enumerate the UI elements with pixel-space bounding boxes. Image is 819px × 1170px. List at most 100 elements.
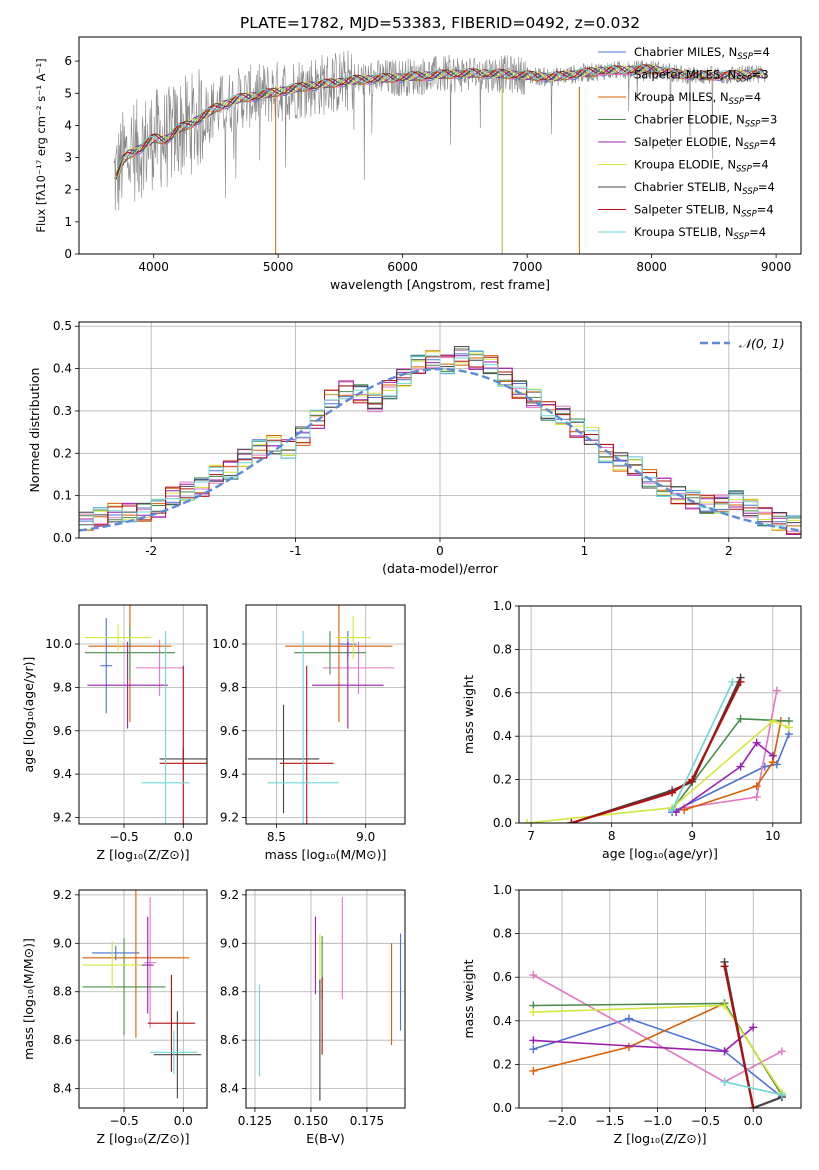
- x-axis-label: Z [log₁₀(Z/Z⊙)]: [97, 1131, 190, 1146]
- plot-area: [519, 606, 801, 823]
- plot-area: [79, 890, 207, 1108]
- legend-label: Kroupa ELODIE, NSSP=4: [634, 158, 769, 175]
- x-tick-label: 9: [688, 829, 696, 843]
- x-tick-label: 4000: [138, 260, 169, 274]
- y-tick-label: 0.1: [53, 489, 72, 503]
- x-axis-label: age [log₁₀(age/yr)]: [602, 846, 718, 861]
- legend-label-sub: SSP: [729, 97, 745, 107]
- series-marker-4: [749, 1023, 758, 1032]
- y-tick-label: 9.8: [220, 680, 239, 694]
- series-marker-0: [624, 1014, 633, 1023]
- x-tick-label: 0: [436, 544, 444, 558]
- x-axis-label: (data-model)/error: [382, 561, 499, 576]
- y-tick-label: 9.8: [53, 680, 72, 694]
- legend-label: Kroupa STELIB, NSSP=4: [634, 225, 766, 242]
- y-tick-label: 0.0: [53, 531, 72, 545]
- y-tick-label: 0.2: [53, 446, 72, 460]
- plot-area: [79, 322, 801, 538]
- model-spectrum-1: [115, 66, 764, 177]
- y-tick-label: 9.0: [220, 936, 239, 950]
- series-marker-0: [529, 1045, 538, 1054]
- series-marker-4: [720, 1047, 729, 1056]
- y-tick-label: 0.0: [493, 1101, 512, 1115]
- y-tick-label: 9.4: [53, 767, 72, 781]
- y-tick-label: 9.2: [53, 888, 72, 902]
- plot-area: [519, 890, 801, 1108]
- figure-title: PLATE=1782, MJD=53383, FIBERID=0492, z=0…: [240, 14, 640, 32]
- series-marker-1: [777, 1047, 786, 1056]
- series-marker-7: [668, 788, 677, 797]
- series-marker-3: [736, 714, 745, 723]
- legend-label: 𝒩(0, 1): [739, 336, 785, 351]
- y-tick-label: 1: [64, 215, 72, 229]
- series-marker-4: [736, 762, 745, 771]
- y-tick-label: 0.0: [493, 816, 512, 830]
- plot-area: [113, 50, 767, 254]
- legend-label-main: Kroupa STELIB, N: [634, 225, 734, 239]
- y-tick-label: 9.2: [220, 810, 239, 824]
- y-tick-label: 6: [64, 54, 72, 68]
- y-axis-label: age [log₁₀(age/yr)]: [21, 657, 36, 773]
- model-spectrum-5: [115, 64, 764, 181]
- x-tick-label: 0.0: [174, 830, 193, 844]
- axes-frame: [518, 889, 802, 1109]
- series-marker-8: [777, 1090, 786, 1099]
- axes-frame: [78, 321, 802, 539]
- legend-label-sub: SSP: [736, 75, 752, 85]
- series-marker-1: [752, 792, 761, 801]
- axes-frame: [78, 889, 208, 1109]
- series-line-4: [675, 741, 774, 813]
- series-line-8: [671, 681, 734, 811]
- series-marker-5: [529, 1008, 538, 1017]
- x-tick-label: 8000: [636, 260, 667, 274]
- x-tick-label: 9000: [761, 260, 792, 274]
- y-tick-label: 4: [64, 118, 72, 132]
- legend-label-main: Salpeter MILES, N: [634, 68, 736, 82]
- panel-age-vs-Z: −0.5 0.0 9.2 9.4 9.6 9.8 10.0 Z [log₁₀(Z/Z⊙)] ag…: [21, 604, 208, 862]
- y-tick-label: 0.8: [493, 927, 512, 941]
- panel-massweight-vs-Z: −2.0 −1.5 −1.0 −0.5 0.0 0.0 0.2 0.4 0.6 0.8 1.0 Z […: [461, 883, 802, 1146]
- x-tick-label: −1.0: [643, 1114, 672, 1128]
- series-marker-7: [749, 1104, 758, 1108]
- x-tick-label: 2: [725, 544, 733, 558]
- x-tick-label: −0.5: [691, 1114, 720, 1128]
- legend-label: Salpeter ELODIE, NSSP=4: [634, 135, 776, 152]
- x-tick-label: 1: [581, 544, 589, 558]
- panel-age-vs-mass: 8.5 9.0 9.2 9.4 9.6 9.8 10.0 mass [log₁₀(M/M⊙)]: [212, 604, 406, 862]
- series-marker-4: [768, 751, 777, 760]
- x-tick-label: 0.125: [238, 1114, 272, 1128]
- x-tick-label: 5000: [263, 260, 294, 274]
- series-marker-7: [720, 962, 729, 971]
- x-tick-label: 8: [608, 829, 616, 843]
- legend-label-sub: SSP: [744, 142, 760, 152]
- histogram-8: [79, 350, 801, 538]
- model-spectrum-6: [115, 64, 764, 180]
- axes-frame: [78, 604, 208, 825]
- series-marker-7: [688, 775, 697, 784]
- y-axis-label: Normed distribution: [27, 368, 42, 493]
- legend-label: Salpeter STELIB, NSSP=4: [634, 203, 774, 220]
- y-tick-label: 0.2: [493, 773, 512, 787]
- y-tick-label: 9.6: [53, 724, 72, 738]
- x-tick-label: -1: [290, 544, 302, 558]
- x-tick-label: -2: [145, 544, 157, 558]
- series-marker-5: [720, 1001, 729, 1010]
- x-axis-label: wavelength [Angstrom, rest frame]: [330, 277, 550, 292]
- series-marker-4: [529, 1036, 538, 1045]
- legend-label-main: Salpeter STELIB, N: [634, 203, 741, 217]
- legend-label-tail: =3: [760, 113, 777, 127]
- series-line-7: [571, 681, 742, 823]
- y-tick-label: 0.5: [53, 319, 72, 333]
- y-tick-label: 0.3: [53, 404, 72, 418]
- legend-label-tail: =4: [752, 158, 769, 172]
- series-line-6: [571, 677, 742, 823]
- x-tick-label: −0.5: [109, 1114, 138, 1128]
- series-marker-7: [567, 819, 576, 823]
- legend-label-sub: SSP: [741, 210, 757, 220]
- axes-frame: [245, 889, 406, 1109]
- panel-mass-vs-Z: −0.5 0.0 8.4 8.6 8.8 9.0 9.2 Z [log₁₀(Z/Z⊙)] mas…: [21, 888, 208, 1146]
- y-tick-label: 10.0: [212, 637, 239, 651]
- legend-label-tail: =4: [757, 203, 774, 217]
- legend-label-main: Chabrier STELIB, N: [634, 180, 742, 194]
